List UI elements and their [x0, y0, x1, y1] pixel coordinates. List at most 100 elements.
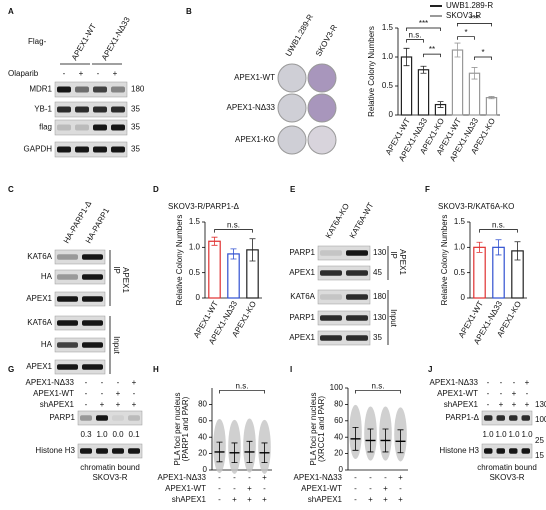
- label: APEX1-WT: [165, 484, 206, 493]
- mw-marker: 130: [373, 248, 387, 257]
- y-axis-label: PLA foci per nucleus: [309, 393, 318, 466]
- error-bar: [249, 238, 256, 262]
- label: +: [116, 400, 121, 409]
- label: +: [262, 495, 267, 504]
- y-tick-label: 0: [339, 465, 344, 474]
- label: +: [368, 495, 373, 504]
- label: APEX1-WT: [301, 484, 342, 493]
- mw-marker: 100: [535, 415, 546, 424]
- blot: [54, 119, 128, 136]
- significance-bracket: [406, 39, 424, 43]
- blot-band: [75, 86, 89, 93]
- label: shAPEX1: [308, 495, 343, 504]
- blot-band: [128, 415, 140, 421]
- mw-marker: 35: [131, 145, 140, 154]
- panel-label: A: [8, 7, 14, 16]
- blot: [54, 291, 106, 307]
- error-bar: [231, 442, 238, 464]
- blot-band: [496, 448, 505, 454]
- significance: ***: [470, 14, 479, 23]
- blot-band: [128, 448, 140, 454]
- label: APEX1: [289, 268, 315, 277]
- y-tick-label: 80: [198, 400, 207, 409]
- error-bar: [211, 236, 218, 246]
- label: APEX1-NΔ33: [158, 473, 207, 482]
- blot-band: [484, 415, 493, 421]
- caption: SKOV3-R: [489, 473, 524, 482]
- y-axis-label: PLA foci per nucleus: [173, 393, 182, 466]
- y-tick-label: 0: [461, 293, 466, 302]
- label: +: [113, 69, 118, 78]
- label: PARP1: [289, 248, 315, 257]
- error-bar: [471, 67, 478, 80]
- panel-label: H: [153, 365, 159, 374]
- quantification: 1.0: [96, 430, 108, 439]
- blot-band: [509, 448, 518, 454]
- label: -: [101, 389, 104, 398]
- label: APEX1-NΔ33: [430, 378, 479, 387]
- mw-marker: 130: [535, 400, 546, 409]
- error-bar: [420, 65, 427, 74]
- error-bar: [230, 248, 237, 260]
- blot-band: [111, 146, 125, 153]
- error-bar: [397, 429, 404, 454]
- label: APEX1-WT: [33, 389, 74, 398]
- error-bar: [488, 96, 495, 100]
- label: shAPEX1: [172, 495, 207, 504]
- y-tick-label: 0: [203, 465, 208, 474]
- mw-marker: 45: [373, 268, 382, 277]
- bar: [417, 69, 430, 116]
- label: shAPEX1: [40, 400, 75, 409]
- blot-band: [57, 106, 71, 113]
- label: -: [354, 484, 357, 493]
- label: SKOV3-R: [314, 23, 339, 58]
- mw-marker: 25: [535, 436, 544, 445]
- blot-band: [82, 254, 103, 260]
- bar: [451, 49, 464, 116]
- error-bar: [495, 239, 502, 256]
- label: -: [248, 473, 251, 482]
- mw-marker: 35: [131, 123, 140, 132]
- panel-label: F: [425, 185, 430, 194]
- y-tick-label: 100: [330, 383, 344, 392]
- label: APEX1: [121, 267, 130, 293]
- label: -: [233, 473, 236, 482]
- quantification: 1.0: [521, 430, 533, 439]
- blot-band: [57, 124, 71, 131]
- blot: [481, 443, 533, 459]
- label: MDR1: [29, 85, 52, 94]
- label: -: [117, 378, 120, 387]
- label: APEX1-NΔ33: [227, 103, 276, 112]
- blot-band: [112, 448, 124, 454]
- label: Input: [112, 336, 121, 355]
- label: Input: [389, 309, 398, 328]
- y-axis-label: Relative Colony Numbers: [175, 215, 184, 306]
- label: APEX1: [26, 294, 52, 303]
- label: GAPDH: [24, 145, 53, 154]
- significance: n.s.: [409, 31, 422, 40]
- blot: [54, 359, 106, 375]
- error-bar: [367, 428, 374, 453]
- label: -: [526, 389, 529, 398]
- blot-band: [93, 146, 107, 153]
- mw-marker: 35: [131, 105, 140, 114]
- label: +: [116, 389, 121, 398]
- legend-label: SKOV3-R: [446, 11, 481, 20]
- blot-band: [320, 315, 342, 321]
- blot-band: [346, 294, 368, 300]
- label: -: [500, 389, 503, 398]
- caption: chromatin bound: [477, 463, 537, 472]
- label: KAT6A: [27, 252, 52, 261]
- chart-title: SKOV3-R/KAT6A-KO: [438, 202, 514, 211]
- label: -: [369, 484, 372, 493]
- blot: [317, 289, 371, 305]
- mw-marker: 130: [373, 313, 387, 322]
- label: KAT6A-WT: [348, 201, 376, 240]
- blot-band: [521, 448, 530, 454]
- label: APEX1-WT: [70, 22, 98, 62]
- significance-bracket: [479, 229, 518, 233]
- y-tick-label: 20: [334, 449, 343, 458]
- legend-label: UWB1.289-R: [446, 1, 493, 10]
- y-tick-label: 1.5: [454, 217, 466, 226]
- blot-band: [57, 364, 78, 370]
